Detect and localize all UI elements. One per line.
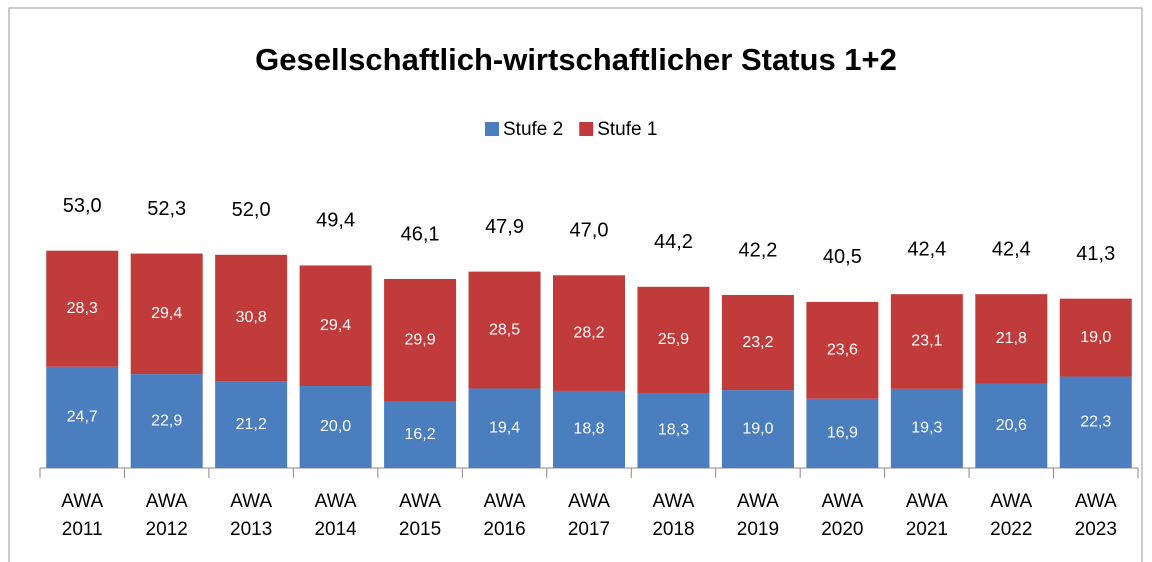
x-tick-label: AWA 2017 bbox=[567, 491, 611, 540]
total-label: 40,5 bbox=[823, 246, 862, 268]
bar-segment bbox=[890, 294, 963, 389]
bar-segment bbox=[215, 254, 288, 382]
segment-label: 16,2 bbox=[405, 426, 436, 443]
bar-segment bbox=[553, 275, 625, 391]
x-tick-label: AWA 2019 bbox=[736, 491, 780, 540]
total-label: 44,2 bbox=[654, 231, 693, 253]
x-tick-label: AWA 2018 bbox=[652, 491, 695, 540]
chart-title: Gesellschaftlich-wirtschaftlicher Status… bbox=[255, 42, 897, 77]
segment-label: 25,9 bbox=[658, 331, 689, 348]
x-tick-label: AWA 2015 bbox=[398, 491, 442, 540]
segment-label: 29,4 bbox=[151, 305, 182, 322]
legend-swatch bbox=[485, 122, 499, 136]
bar-segment bbox=[468, 388, 541, 468]
bar-segment bbox=[975, 294, 1048, 384]
segment-label: 18,3 bbox=[658, 422, 689, 439]
segment-label: 16,9 bbox=[827, 425, 858, 442]
bar-segment bbox=[468, 271, 541, 389]
total-label: 47,9 bbox=[485, 216, 524, 238]
x-tick-label: AWA 2011 bbox=[61, 491, 104, 540]
segment-label: 28,2 bbox=[573, 324, 604, 341]
segment-label: 30,8 bbox=[236, 309, 267, 326]
total-label: 53,0 bbox=[63, 195, 102, 217]
total-label: 42,4 bbox=[992, 238, 1031, 260]
x-tick-label: AWA 2022 bbox=[990, 491, 1033, 540]
bar-segment bbox=[806, 398, 879, 468]
legend-swatch bbox=[579, 122, 594, 136]
x-tick-label: AWA 2021 bbox=[905, 491, 948, 540]
total-label: 47,0 bbox=[570, 220, 609, 242]
bar-segment bbox=[806, 301, 879, 399]
segment-label: 28,3 bbox=[67, 300, 98, 317]
segment-label: 20,6 bbox=[996, 417, 1027, 434]
segment-label: 22,9 bbox=[151, 412, 182, 429]
total-label: 42,2 bbox=[738, 239, 777, 261]
segment-label: 21,8 bbox=[996, 330, 1027, 347]
bar-segment bbox=[299, 265, 372, 386]
segment-label: 19,4 bbox=[489, 419, 520, 436]
segment-label: 20,0 bbox=[320, 418, 351, 435]
x-tick-label: AWA 2013 bbox=[230, 491, 273, 540]
segment-label: 29,4 bbox=[320, 317, 351, 334]
x-tick-label: AWA 2016 bbox=[483, 491, 526, 540]
bar-segment bbox=[890, 388, 963, 468]
bar-segment bbox=[553, 390, 625, 468]
bar-segment bbox=[384, 278, 457, 402]
bar-segment bbox=[721, 294, 794, 391]
total-label: 46,1 bbox=[401, 223, 440, 245]
bar-segment bbox=[637, 392, 710, 468]
segment-label: 21,2 bbox=[236, 416, 267, 433]
bar-segment bbox=[46, 366, 119, 468]
segment-label: 18,8 bbox=[573, 421, 604, 438]
bar-segment bbox=[46, 250, 119, 367]
bar-segment bbox=[299, 386, 372, 468]
chart-frame bbox=[8, 7, 1143, 562]
segment-label: 23,1 bbox=[911, 333, 942, 350]
bar-segment bbox=[1059, 298, 1132, 377]
segment-label: 24,7 bbox=[67, 409, 98, 426]
total-label: 41,3 bbox=[1076, 243, 1115, 265]
legend-label: Stufe 1 bbox=[597, 119, 657, 140]
segment-label: 23,2 bbox=[742, 334, 773, 351]
x-tick-label: AWA 2012 bbox=[145, 491, 188, 540]
x-tick-label: AWA 2014 bbox=[314, 491, 357, 540]
total-label: 42,4 bbox=[907, 238, 946, 260]
bar-segment bbox=[975, 383, 1048, 468]
bar-segment bbox=[1059, 376, 1132, 468]
segment-label: 19,0 bbox=[742, 420, 773, 437]
segment-label: 19,0 bbox=[1080, 329, 1111, 346]
segment-label: 19,3 bbox=[911, 420, 942, 437]
x-tick-label: AWA 2020 bbox=[821, 491, 864, 540]
total-label: 52,0 bbox=[232, 199, 271, 221]
bar-segment bbox=[721, 390, 794, 468]
bar-segment bbox=[130, 374, 203, 468]
bar-segment bbox=[384, 401, 457, 468]
total-label: 49,4 bbox=[316, 210, 355, 232]
x-tick-label: AWA 2023 bbox=[1074, 491, 1117, 540]
bar-segment bbox=[215, 381, 288, 468]
bar-segment bbox=[637, 286, 710, 393]
segment-label: 23,6 bbox=[827, 342, 858, 359]
segment-label: 22,3 bbox=[1080, 414, 1111, 431]
segment-label: 28,5 bbox=[489, 321, 520, 338]
legend-label: Stufe 2 bbox=[503, 119, 563, 140]
total-label: 52,3 bbox=[147, 198, 186, 220]
segment-label: 29,9 bbox=[405, 332, 436, 349]
bar-segment bbox=[130, 253, 203, 375]
